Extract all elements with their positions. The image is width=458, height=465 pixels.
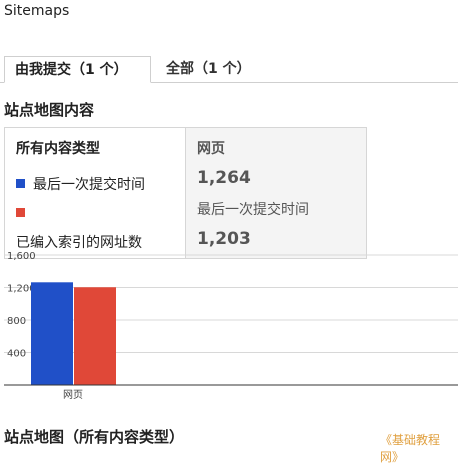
bar-submitted[interactable] — [31, 282, 73, 385]
section-heading: 站点地图内容 — [4, 101, 95, 119]
y-tick-label: 1,600 — [7, 251, 36, 262]
y-tick-label: 800 — [7, 316, 26, 327]
tab-submitted-by-me[interactable]: 由我提交（1 个） — [4, 56, 151, 83]
stats-panel — [185, 127, 367, 259]
tab-all[interactable]: 全部（1 个） — [166, 61, 251, 77]
legend-label-submitted: 最后一次提交时间 — [33, 177, 145, 193]
legend-label-indexed: 已编入索引的网址数 — [16, 235, 142, 251]
legend-swatch-indexed — [16, 208, 25, 217]
sitemap-list-heading: 站点地图（所有内容类型） — [4, 428, 185, 446]
column-title: 网页 — [197, 141, 225, 157]
x-category-label: 网页 — [63, 389, 83, 401]
submitted-count: 1,264 — [197, 168, 251, 188]
legend-swatch-submitted — [16, 179, 25, 188]
legend-title: 所有内容类型 — [16, 141, 100, 157]
page-title: Sitemaps — [4, 3, 70, 19]
indexed-count: 1,203 — [197, 229, 251, 249]
submitted-count-label: 最后一次提交时间 — [197, 202, 309, 218]
bar-indexed[interactable] — [74, 287, 116, 385]
y-tick-label: 1,200 — [7, 284, 36, 295]
tab-bar-divider — [0, 82, 458, 83]
legend-panel — [4, 127, 185, 259]
watermark: 《基础教程网》 — [380, 433, 441, 464]
bar-chart: 1,600 1,200 800 400 网页 — [4, 251, 458, 401]
y-tick-label: 400 — [7, 349, 26, 360]
